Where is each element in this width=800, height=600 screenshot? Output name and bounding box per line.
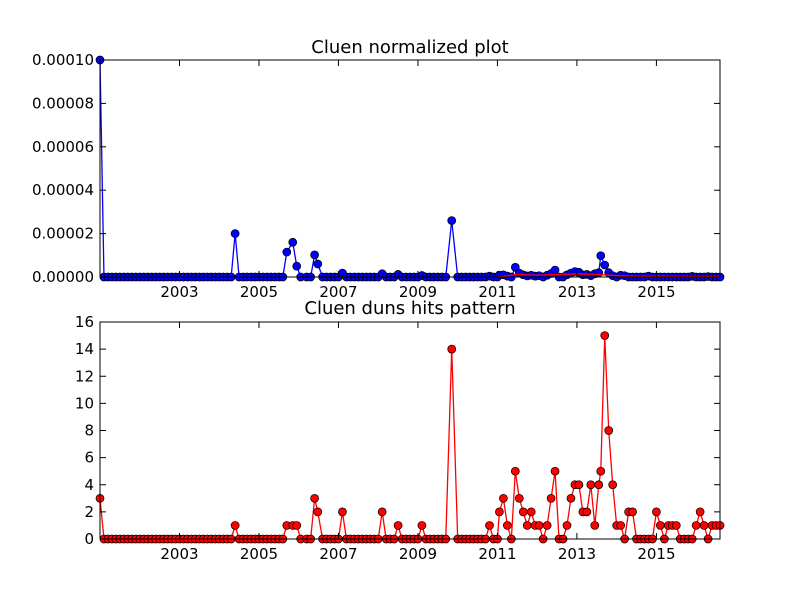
top-series-0-point-54	[313, 259, 323, 269]
bottom-series-0-point-116	[562, 521, 572, 530]
top-x-tick-label-1: 2005	[240, 283, 278, 301]
bottom-series-0-point-105	[518, 507, 528, 517]
top-y-tick-label-1: 0.00002	[32, 225, 94, 243]
bottom-series-0-point-80	[417, 521, 427, 530]
bottom-series-0-point-112	[546, 493, 556, 503]
bottom-y-tick-label-6: 12	[75, 367, 94, 385]
bottom-series-0-point-106	[522, 521, 532, 530]
bottom-series-0-point-150	[695, 507, 705, 517]
bottom-series-0-point-34	[230, 521, 240, 530]
bottom-x-tick-label-6: 2015	[637, 545, 675, 563]
bottom-series-0-point-122	[586, 480, 596, 490]
top-y-axis: 0.00000 0.00002 0.00004 0.00006 0.00008 0.000…	[32, 51, 720, 286]
top-x-tick-label-5: 2013	[558, 283, 596, 301]
bottom-y-tick-label-0: 0	[84, 530, 94, 548]
top-series-0-point-49	[292, 261, 302, 271]
bottom-chart: Cluen duns hits pattern 2003 2005 2007 2009…	[75, 298, 725, 563]
bottom-x-tick-label-0: 2003	[160, 545, 198, 563]
bottom-x-tick-label-3: 2009	[399, 545, 437, 563]
top-series-0-point-126	[600, 260, 610, 270]
bottom-series-0-point-127	[604, 426, 614, 435]
top-y-tick-label-3: 0.00006	[32, 138, 94, 156]
bottom-series-0-point-100	[499, 493, 508, 503]
top-series-0-point-34	[230, 229, 240, 238]
top-y-tick-label-5: 0.00010	[32, 51, 94, 69]
top-series-0-point-47	[282, 247, 292, 257]
bottom-series-0-point-123	[590, 521, 600, 530]
top-x-tick-label-6: 2015	[637, 283, 675, 301]
top-x-axis: 2003 2005 2007 2009 2011 2013 2015	[160, 60, 676, 301]
top-series-1-line	[497, 273, 721, 278]
bottom-series-0-point-128	[608, 480, 618, 490]
bottom-series-0-point-139	[652, 507, 661, 517]
bottom-series-0-point-109	[534, 521, 544, 530]
bottom-series-0-point-119	[574, 480, 584, 490]
bottom-y-axis: 0 2 4 6 8 10 12 14 16	[75, 313, 720, 548]
top-y-tick-label-0: 0.00000	[32, 268, 94, 286]
bottom-series-0-point-74	[393, 521, 403, 530]
top-x-tick-label-4: 2011	[478, 283, 516, 301]
bottom-series-0-point-60	[338, 507, 347, 517]
bottom-series-0-point-117	[566, 493, 576, 503]
bottom-series-0-point-149	[691, 521, 701, 530]
bottom-x-tick-label-1: 2005	[240, 545, 278, 563]
top-series-0-point-125	[596, 251, 606, 261]
bottom-series-0-point-130	[616, 521, 625, 530]
bottom-series-0-point-104	[514, 493, 524, 503]
bottom-x-tick-label-2: 2007	[319, 545, 357, 563]
bottom-series-0-point-140	[656, 521, 665, 530]
bottom-series-0-point-113	[550, 466, 560, 476]
bottom-y-tick-label-1: 2	[84, 503, 94, 521]
bottom-x-axis: 2003 2005 2007 2009 2011 2013 2015	[160, 322, 676, 563]
bottom-x-tick-label-4: 2011	[478, 545, 516, 563]
bottom-series-0-point-126	[600, 331, 610, 340]
bottom-series-0-point-124	[594, 480, 604, 490]
bottom-y-tick-label-7: 14	[75, 340, 94, 358]
bottom-y-tick-label-3: 6	[84, 449, 94, 467]
bottom-series-0-point-96	[485, 521, 494, 530]
bottom-series-0-point-111	[542, 521, 552, 530]
top-series-0-point-124	[594, 268, 604, 278]
bottom-series-0-point-49	[292, 521, 302, 530]
bottom-series-0-point-144	[671, 521, 681, 530]
bottom-y-tick-label-2: 4	[84, 476, 94, 494]
bottom-series-0-point-53	[310, 493, 319, 503]
top-series-0-point-48	[288, 237, 298, 247]
top-plot-frame	[99, 59, 721, 278]
top-x-tick-label-3: 2009	[399, 283, 437, 301]
bottom-y-tick-label-8: 16	[75, 313, 94, 331]
top-series-0-point-53	[310, 250, 319, 260]
bottom-series-0-point-99	[495, 507, 504, 517]
bottom-x-tick-label-5: 2013	[558, 545, 596, 563]
top-x-tick-label-0: 2003	[160, 283, 198, 301]
bottom-y-tick-label-5: 10	[75, 394, 94, 412]
bottom-chart-title: Cluen duns hits pattern	[304, 298, 515, 319]
bottom-series-0-point-54	[313, 507, 323, 517]
top-series-0-point-87	[447, 216, 457, 225]
bottom-series-0-point-87	[447, 344, 457, 354]
bottom-series-0-point-133	[628, 507, 637, 517]
bottom-series-0-point-101	[503, 521, 512, 530]
bottom-series-0-point-125	[596, 466, 606, 476]
top-chart-title: Cluen normalized plot	[311, 37, 508, 58]
bottom-series-0-point-151	[699, 521, 709, 530]
bottom-series-0-point-103	[510, 466, 520, 476]
top-y-tick-label-4: 0.00008	[32, 94, 94, 112]
top-x-tick-label-2: 2007	[319, 283, 357, 301]
bottom-series-0-point-70	[377, 507, 387, 517]
top-chart: Cluen normalized plot 2003 2005 2007 2009 20…	[32, 37, 725, 301]
bottom-series-0-point-107	[526, 507, 536, 517]
bottom-series-0-point-121	[582, 507, 592, 517]
top-y-tick-label-2: 0.00004	[32, 181, 94, 199]
bottom-y-tick-label-4: 8	[84, 422, 94, 440]
